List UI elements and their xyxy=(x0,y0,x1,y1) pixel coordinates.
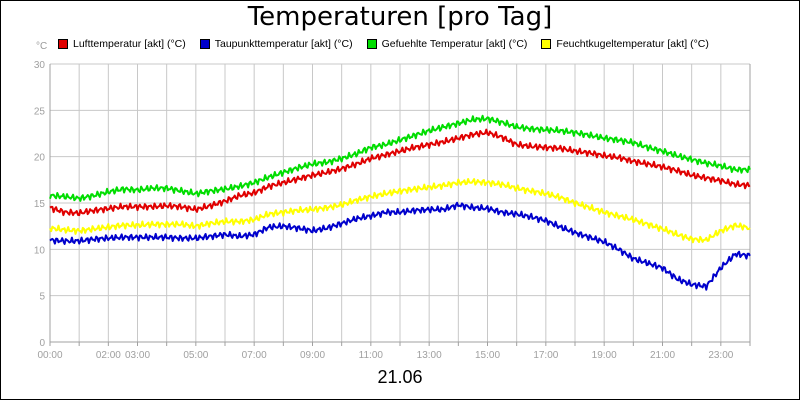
legend-entry-taupunkttemperatur: Taupunkttemperatur [akt] (°C) xyxy=(199,38,353,50)
y-tick-label-5: 25 xyxy=(34,106,46,117)
x-tick-label-1: 02:00 xyxy=(96,350,121,361)
x-tick-label-11: 21:00 xyxy=(650,350,675,361)
x-tick-label-9: 17:00 xyxy=(533,350,558,361)
legend-label-gefuehlte-temperatur: Gefuehlte Temperatur [akt] (°C) xyxy=(381,38,528,50)
legend-swatch-taupunkttemperatur xyxy=(199,39,210,49)
legend-swatch-lufttemperatur xyxy=(58,39,68,49)
x-tick-label-6: 11:00 xyxy=(359,350,384,361)
x-tick-label-7: 13:00 xyxy=(417,350,442,361)
legend: Lufttemperatur [akt] (°C) Taupunkttemper… xyxy=(58,38,709,50)
y-tick-label-1: 5 xyxy=(39,292,45,303)
x-tick-label-10: 19:00 xyxy=(592,350,617,361)
y-axis-unit-label: °C xyxy=(36,41,48,52)
chart-title: Temperaturen [pro Tag] xyxy=(247,2,553,32)
y-tick-label-4: 20 xyxy=(34,153,46,164)
series-line-0 xyxy=(49,128,751,217)
legend-entry-gefuehlte-temperatur: Gefuehlte Temperatur [akt] (°C) xyxy=(366,38,528,50)
series-line-3 xyxy=(49,178,751,244)
x-axis-date-label: 21.06 xyxy=(377,367,423,387)
legend-label-lufttemperatur: Lufttemperatur [akt] (°C) xyxy=(73,38,186,50)
series-line-1 xyxy=(49,201,751,291)
x-tick-label-4: 07:00 xyxy=(242,350,267,361)
x-tick-label-12: 23:00 xyxy=(708,350,733,361)
x-tick-label-2: 03:00 xyxy=(125,350,150,361)
legend-entry-feuchtkugeltemperatur: Feuchtkugeltemperatur [akt] (°C) xyxy=(541,38,709,50)
series-line-2 xyxy=(49,114,751,202)
legend-label-feuchtkugeltemperatur: Feuchtkugeltemperatur [akt] (°C) xyxy=(556,38,709,50)
x-tick-label-3: 05:00 xyxy=(183,350,208,361)
y-tick-label-3: 15 xyxy=(34,199,46,210)
y-tick-label-6: 30 xyxy=(34,60,46,71)
x-tick-label-5: 09:00 xyxy=(300,350,325,361)
legend-entry-lufttemperatur: Lufttemperatur [akt] (°C) xyxy=(58,38,186,50)
legend-label-taupunkttemperatur: Taupunkttemperatur [akt] (°C) xyxy=(214,38,353,50)
legend-swatch-gefuehlte-temperatur xyxy=(366,39,377,49)
x-tick-label-0: 00:00 xyxy=(37,350,62,361)
y-tick-label-0: 0 xyxy=(39,338,45,349)
legend-swatch-feuchtkugeltemperatur xyxy=(541,39,552,49)
y-tick-label-2: 10 xyxy=(34,245,46,256)
x-tick-label-8: 15:00 xyxy=(475,350,500,361)
